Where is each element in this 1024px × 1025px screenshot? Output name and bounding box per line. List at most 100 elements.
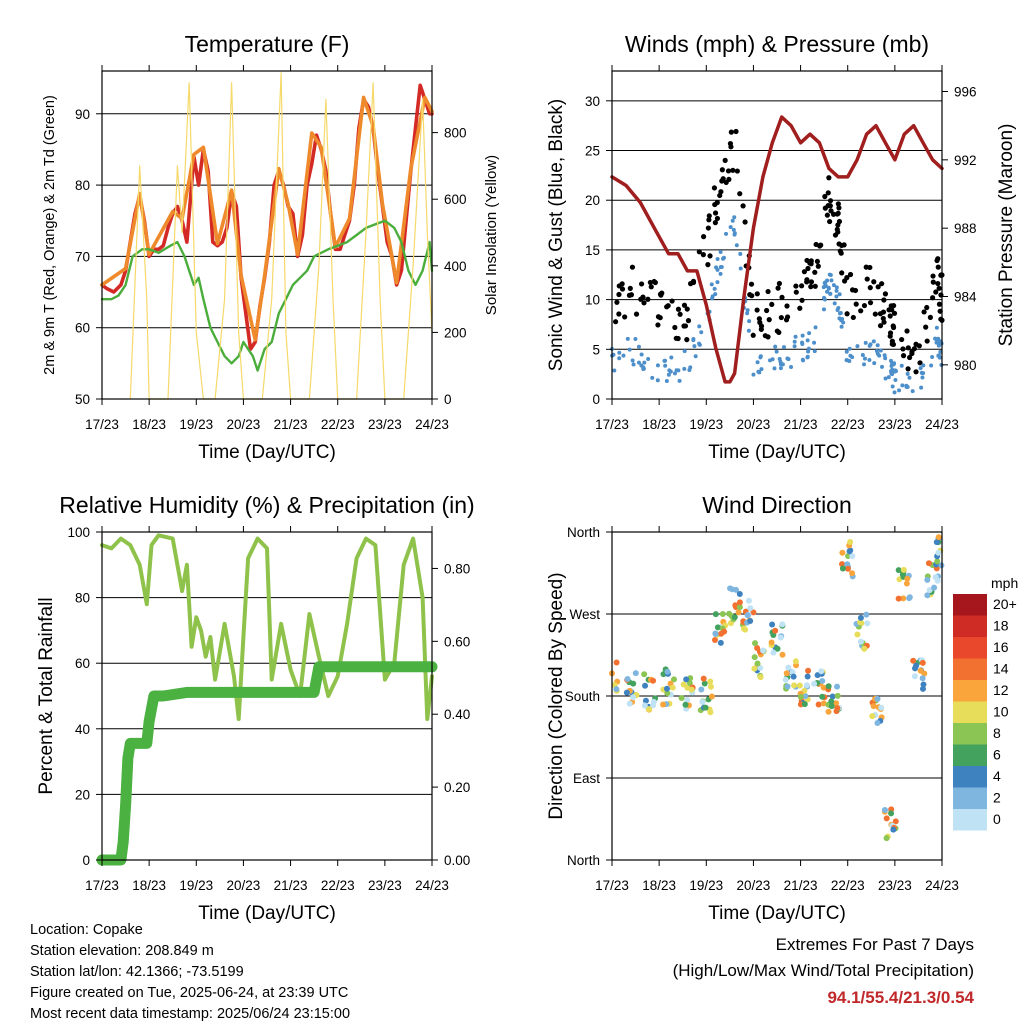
x-tick-label: 18/23 (642, 878, 676, 893)
wind-point (936, 336, 941, 341)
wind-point (781, 345, 786, 350)
latest-timestamp: Most recent data timestamp: 2025/06/24 2… (30, 1006, 351, 1022)
x-tick-label: 24/23 (925, 878, 959, 893)
wind-direction-point (935, 534, 942, 541)
wind-direction-point (613, 659, 620, 666)
y-tick-label: 5 (592, 342, 600, 357)
gust-point (927, 314, 933, 320)
wind-point (650, 375, 655, 380)
wind-point (905, 385, 910, 390)
wind-point (745, 308, 750, 313)
gust-point (818, 242, 824, 248)
wind-direction-point (854, 631, 861, 638)
gust-point (900, 353, 907, 359)
gust-point (750, 332, 756, 338)
wind-direction-point (751, 654, 758, 661)
wind-direction-point (906, 595, 913, 602)
gust-point (924, 304, 930, 311)
gust-point (685, 318, 692, 324)
gust-point (757, 319, 763, 326)
wind-point (731, 227, 736, 232)
gust-point (648, 284, 654, 290)
wind-point (871, 339, 876, 344)
wind-point (907, 375, 912, 380)
wind-direction-point (698, 686, 705, 693)
wind-point (800, 341, 805, 346)
wind-point (793, 334, 798, 339)
wind-direction-point (779, 651, 786, 658)
wind-direction-point (642, 682, 649, 689)
gust-point (728, 129, 734, 135)
y-tick-label: 10 (585, 293, 600, 308)
gust-point (705, 225, 711, 231)
wind-point (822, 297, 827, 302)
legend-label: 6 (993, 747, 1001, 763)
gust-point (769, 301, 775, 308)
wind-direction-point (641, 702, 648, 709)
gust-point (647, 279, 653, 286)
wind-direction-point (861, 645, 868, 652)
wind-point (892, 390, 897, 395)
wind-point (897, 388, 902, 393)
wind-direction-point (626, 700, 633, 707)
legend-swatch (953, 658, 987, 680)
gust-point (799, 297, 805, 303)
gust-point (622, 314, 628, 320)
gust-point (665, 303, 671, 309)
wind-point (905, 371, 910, 376)
x-tick-label: 20/23 (227, 878, 261, 893)
wind-point (674, 368, 679, 373)
x-axis-label: Time (Day/UTC) (708, 442, 846, 463)
wind-direction-point (839, 549, 846, 556)
wind-direction-point (900, 595, 907, 602)
wind-point (669, 355, 674, 360)
x-tick-label: 23/23 (368, 417, 402, 432)
wind-direction-point (890, 826, 897, 833)
gust-point (734, 168, 740, 174)
wind-point (880, 364, 885, 369)
wind-direction-point (623, 689, 630, 696)
wind-point (834, 285, 839, 290)
wind-direction-point (796, 682, 803, 689)
y-tick-label-right: 980 (954, 358, 977, 373)
legend-swatch (953, 637, 987, 659)
legend-label: 14 (993, 661, 1009, 677)
gust-point (905, 366, 911, 372)
wind-direction-point (925, 560, 932, 567)
wind-direction-point (883, 815, 890, 822)
gust-point (837, 248, 843, 254)
wind-direction-point (839, 561, 846, 568)
wind-point (715, 257, 720, 262)
precipitation-line (96, 661, 438, 866)
x-axis-label: Time (Day/UTC) (198, 442, 336, 463)
y-axis-label-right: Solar Insolation (Yellow) (483, 155, 500, 315)
legend-label: 2 (993, 790, 1001, 806)
plot-frame (101, 531, 433, 861)
wind-direction-point (686, 679, 693, 686)
wind-direction-point (783, 670, 790, 677)
x-tick-label: 19/23 (689, 417, 723, 432)
wind-point (874, 348, 879, 353)
wind-direction-point (751, 665, 758, 672)
x-axis-label: Time (Day/UTC) (198, 903, 336, 924)
wind-direction-point (857, 638, 864, 645)
x-tick-label: 19/23 (689, 878, 723, 893)
wind-point (718, 271, 723, 276)
gust-point (813, 241, 819, 248)
wind-point (868, 342, 873, 347)
wind-direction-point (744, 612, 751, 619)
wind-point (682, 366, 687, 371)
gust-point (669, 298, 675, 304)
gust-point (766, 317, 772, 323)
y-axis-label: Direction (Colored By Speed) (546, 572, 567, 819)
wind-direction-point (791, 682, 798, 689)
wind-direction-point (768, 639, 775, 646)
wind-direction-point (892, 818, 899, 825)
wind-direction-point (680, 681, 687, 688)
wind-direction-point (750, 609, 757, 616)
y-tick-label-right: 988 (954, 221, 977, 236)
wind-point (709, 282, 714, 287)
gust-point (871, 279, 877, 285)
y-tick-label-right: 800 (444, 126, 467, 141)
wind-point (758, 354, 763, 359)
